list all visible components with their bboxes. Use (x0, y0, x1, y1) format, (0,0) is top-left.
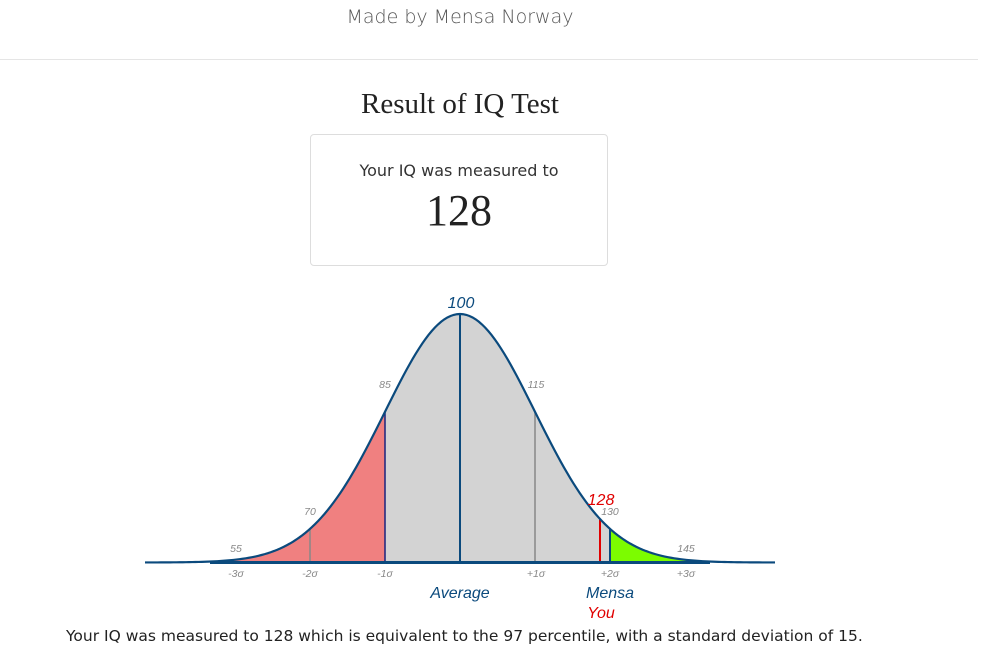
sigma-label-3: +1σ (527, 568, 546, 580)
header-divider (0, 59, 978, 60)
result-heading: Result of IQ Test (360, 88, 559, 120)
mensa-region (610, 528, 775, 563)
distribution-curve (145, 312, 775, 564)
sigma-label-5: +3σ (677, 568, 696, 580)
iq-label-85: 85 (379, 379, 391, 391)
iq-label-130: 130 (601, 506, 619, 518)
iq-label-70: 70 (304, 506, 316, 518)
average-annotation: Average (429, 585, 489, 602)
sigma-label-4: +2σ (601, 568, 620, 580)
sigma-label-2: -1σ (377, 568, 393, 580)
sigma-label-0: -3σ (228, 568, 244, 580)
user-score-label: 128 (588, 492, 615, 509)
iq-label-115: 115 (528, 379, 545, 391)
iq-label-145: 145 (677, 543, 695, 555)
below-average-region (145, 411, 385, 563)
sigma-label-1: -2σ (302, 568, 318, 580)
summary-text: Your IQ was measured to 128 which is equ… (66, 627, 863, 645)
result-card: Your IQ was measured to 128 (310, 134, 608, 266)
mensa-annotation: Mensa (586, 585, 634, 602)
iq-label-100: 100 (448, 295, 475, 312)
result-card-label: Your IQ was measured to (359, 161, 559, 180)
header-title: Made by Mensa Norway (346, 6, 574, 28)
iq-score: 128 (426, 186, 492, 235)
iq-label-55: 55 (230, 543, 242, 555)
you-annotation: You (587, 605, 615, 622)
